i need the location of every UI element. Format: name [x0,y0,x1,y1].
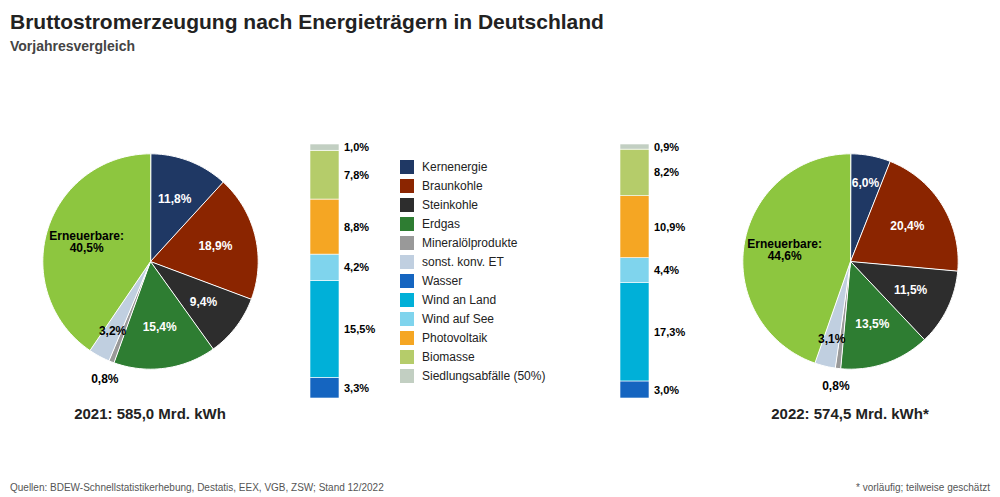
svg-text:17,3%: 17,3% [654,326,685,338]
html-text:Wind auf See: Wind auf See [422,311,494,326]
html-text:Vorjahresvergleich: Vorjahresvergleich [10,38,135,54]
html-text:Wind an Land: Wind an Land [422,292,497,307]
svg-text:9,4%: 9,4% [190,294,218,308]
svg-text:7,8%: 7,8% [344,169,369,181]
html-text:Quellen: BDEW-Schnellstatistik: Quellen: BDEW-Schnellstatistikerhebung, … [10,482,384,493]
html-text:sonst. konv. ET: sonst. konv. ET [422,254,504,269]
svg-text:10,9%: 10,9% [654,221,685,233]
svg-text:0,8%: 0,8% [91,371,119,385]
svg-text:11,5%: 11,5% [894,283,928,297]
html-text:Bruttostromerzeugung nach Ener: Bruttostromerzeugung nach Energieträgern… [10,10,604,33]
html-text:Wasser: Wasser [422,273,463,288]
svg-text:3,1%: 3,1% [818,331,846,345]
html-text:2022: 574,5 Mrd. kWh*: 2022: 574,5 Mrd. kWh* [771,404,929,422]
html-text:Kernenergie: Kernenergie [422,159,488,174]
svg-text:4,4%: 4,4% [654,264,679,276]
svg-text:Erneuerbare:40,5%: Erneuerbare:40,5% [49,228,124,254]
svg-text:15,5%: 15,5% [344,323,375,335]
svg-text:6,0%: 6,0% [852,176,880,190]
svg-text:0,8%: 0,8% [822,379,850,393]
svg-text:4,2%: 4,2% [344,261,369,273]
html-text:2021: 585,0 Mrd. kWh: 2021: 585,0 Mrd. kWh [74,404,226,422]
svg-text:20,4%: 20,4% [890,219,924,233]
svg-text:1,0%: 1,0% [344,141,369,153]
svg-text:8,2%: 8,2% [654,166,679,178]
svg-text:13,5%: 13,5% [855,317,889,331]
html-text:Photovoltaik: Photovoltaik [422,330,488,345]
html-text:Steinkohle: Steinkohle [422,197,478,212]
svg-text:0,9%: 0,9% [654,141,679,153]
html-text:Braunkohle: Braunkohle [422,178,483,193]
html-text:* vorläufig; teilweise geschät: * vorläufig; teilweise geschätzt [856,482,990,493]
svg-text:3,2%: 3,2% [99,324,127,338]
svg-text:Erneuerbare:44,6%: Erneuerbare:44,6% [747,237,822,263]
html-text:Mineralölprodukte: Mineralölprodukte [422,235,518,250]
html-text:Erdgas: Erdgas [422,216,460,231]
svg-text:8,8%: 8,8% [344,221,369,233]
svg-text:3,0%: 3,0% [654,383,679,395]
html-text:Siedlungsabfälle (50%): Siedlungsabfälle (50%) [422,368,546,383]
svg-text:11,8%: 11,8% [158,192,192,206]
svg-text:15,4%: 15,4% [143,320,177,334]
html-text:Biomasse: Biomasse [422,349,475,364]
svg-text:3,3%: 3,3% [344,382,369,394]
svg-text:18,9%: 18,9% [198,238,232,252]
